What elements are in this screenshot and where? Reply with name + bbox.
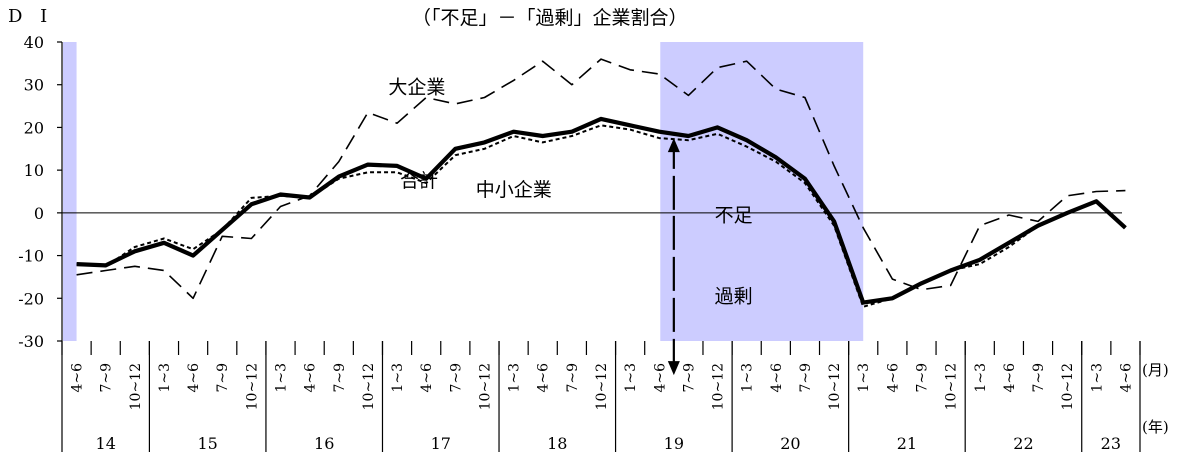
month-label: 7~9	[798, 363, 814, 393]
month-label: 7~9	[215, 363, 231, 393]
month-label: 4~6	[1118, 363, 1134, 393]
year-label: 17	[431, 434, 451, 453]
y-tick-label: 40	[24, 33, 44, 52]
month-label: 7~9	[332, 363, 348, 393]
y-tick-label: 10	[24, 161, 44, 180]
month-label: 4~6	[1002, 363, 1018, 393]
year-unit-label: (年)	[1142, 418, 1169, 436]
month-label: 4~6	[652, 363, 668, 393]
month-label: 7~9	[448, 363, 464, 393]
month-label: 1~3	[507, 363, 523, 393]
month-label: 1~3	[740, 363, 756, 393]
shade-band-0	[63, 42, 77, 341]
annotation-label: 過剰	[715, 286, 753, 308]
year-label: 20	[780, 434, 800, 453]
month-label: 4~6	[303, 363, 319, 393]
y-tick-label: 20	[24, 118, 44, 137]
y-tick-label: -30	[18, 332, 44, 351]
annotation-label: 不足	[715, 204, 753, 226]
month-label: 4~6	[769, 363, 785, 393]
annotation-label: 中小企業	[476, 179, 552, 201]
month-label: 1~3	[856, 363, 872, 393]
month-label: 1~3	[157, 363, 173, 393]
arrow-down-head	[667, 361, 680, 376]
year-label: 19	[664, 434, 684, 453]
month-label: 1~3	[973, 363, 989, 393]
month-label: 7~9	[914, 363, 930, 393]
month-label: 4~6	[419, 363, 435, 393]
chart-title: （「不足」－「過剰」企業割合）	[412, 7, 688, 29]
month-label: 10~12	[128, 363, 144, 410]
y-axis-label: D I	[8, 6, 53, 27]
month-unit-label: (月)	[1142, 361, 1169, 379]
y-tick-label: 30	[24, 76, 44, 95]
category-axis: 4~6 7~9 10~12 1~3 4~6 7~9 10~12 1~3 4~6 7~9 10~12 1…	[61, 341, 1141, 453]
month-label: 1~3	[623, 363, 639, 393]
axes: 40 30 20 10 0 -10 -20 -30	[18, 33, 1122, 351]
recession-shading	[63, 42, 864, 341]
month-label: 7~9	[99, 363, 115, 393]
month-label: 7~9	[565, 363, 581, 393]
year-label: 14	[96, 434, 116, 453]
month-label: 4~6	[885, 363, 901, 393]
month-label: 10~12	[594, 363, 610, 410]
month-label: 4~6	[70, 363, 86, 393]
month-label: 10~12	[477, 363, 493, 410]
year-label: 15	[197, 434, 217, 453]
year-label: 16	[314, 434, 334, 453]
year-label: 18	[547, 434, 567, 453]
arrow-up-head	[667, 138, 680, 153]
series-line-2	[76, 58, 1126, 300]
series-line-1	[76, 124, 1127, 308]
annotation-label: 大企業	[388, 76, 445, 98]
month-label: 4~6	[186, 363, 202, 393]
y-tick-label: -10	[18, 247, 44, 266]
month-label: 7~9	[681, 363, 697, 393]
month-label: 10~12	[244, 363, 260, 410]
month-label: 4~6	[536, 363, 552, 393]
month-label: 10~12	[1060, 363, 1076, 410]
month-label: 10~12	[944, 363, 960, 410]
year-label: 22	[1013, 434, 1033, 453]
y-tick-label: -20	[18, 289, 44, 308]
month-label: 1~3	[1089, 363, 1105, 393]
month-label: 1~3	[390, 363, 406, 393]
month-label: 7~9	[1031, 363, 1047, 393]
month-label: 10~12	[711, 363, 727, 410]
month-label: 10~12	[827, 363, 843, 410]
y-tick-label: 0	[34, 204, 44, 223]
month-label: 1~3	[274, 363, 290, 393]
annotation-label: 合計	[400, 170, 438, 192]
series-lines	[76, 58, 1127, 308]
shade-band-1	[660, 42, 864, 341]
month-label: 10~12	[361, 363, 377, 410]
year-label: 21	[897, 434, 917, 453]
year-label: 23	[1101, 434, 1121, 453]
series-line-0	[76, 116, 1127, 305]
